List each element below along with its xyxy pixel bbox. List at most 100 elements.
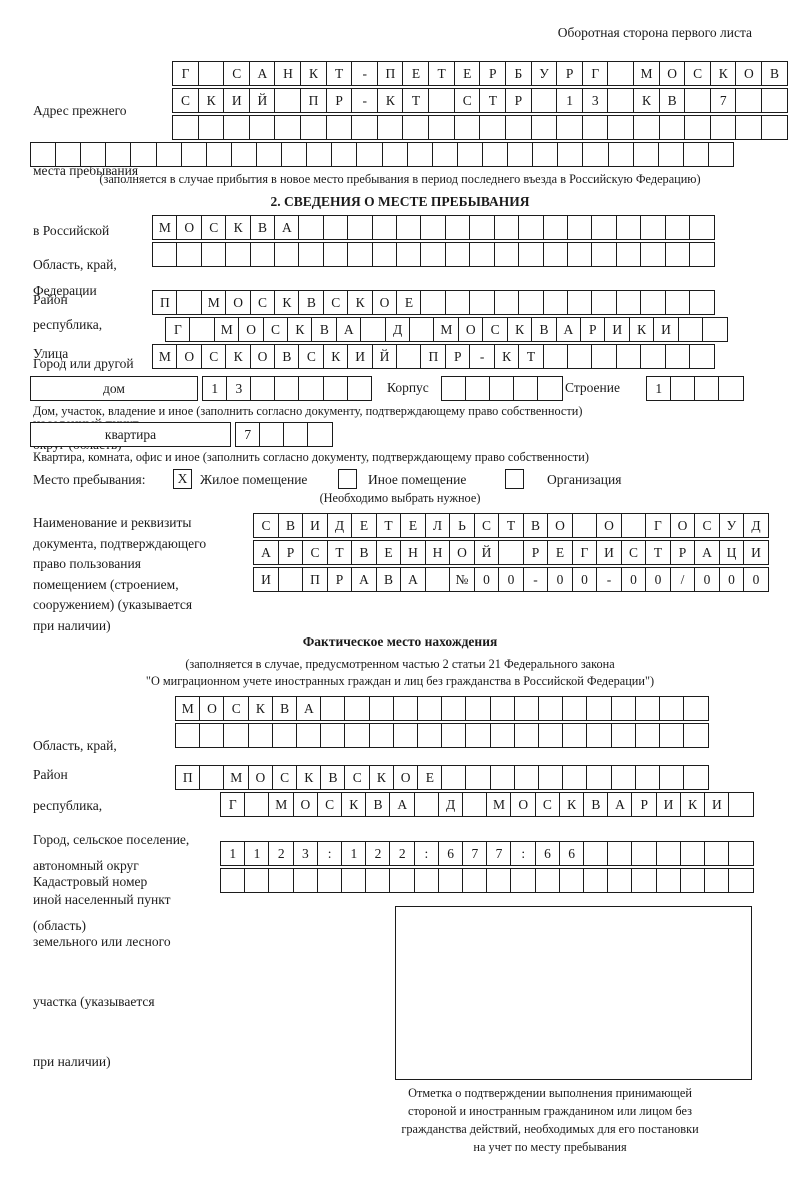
section2-street-row-1-cell[interactable] xyxy=(664,344,691,369)
prev-address-row-3-cell[interactable] xyxy=(581,115,609,140)
cadastre-row-2-cell[interactable] xyxy=(244,868,270,893)
flat-number-cell[interactable] xyxy=(259,422,285,447)
cadastre-row-1-cell[interactable]: 2 xyxy=(365,841,391,866)
section2-region-row-2-cell[interactable] xyxy=(298,242,325,267)
section2-city-row-1-cell[interactable] xyxy=(677,317,704,342)
prev-address-row-3-cell[interactable] xyxy=(556,115,584,140)
section2-city-row-1-cell[interactable]: С xyxy=(482,317,509,342)
section2-region-row-1-cell[interactable] xyxy=(566,215,593,240)
prev-address-row-1-cell[interactable]: Г xyxy=(581,61,609,86)
section2-street-row-1-cell[interactable] xyxy=(396,344,422,369)
cadastre-row-1-cell[interactable]: 6 xyxy=(437,841,464,866)
section2-street-row-1-cell[interactable] xyxy=(566,344,593,369)
section2-street-row-1-cell[interactable]: К xyxy=(225,344,252,369)
actual-region-row-2-cell[interactable] xyxy=(199,723,225,748)
document-row-2-cell[interactable]: С xyxy=(302,540,328,565)
actual-city-row-1-cell[interactable]: О xyxy=(292,792,319,817)
document-row-1-cell[interactable]: Д xyxy=(743,513,769,538)
prev-address-row-3-cell[interactable] xyxy=(504,115,532,140)
actual-region-row-2-cell[interactable] xyxy=(610,723,637,748)
section2-region-row-1-cell[interactable] xyxy=(298,215,325,240)
section2-district-row-1-cell[interactable]: К xyxy=(274,290,300,315)
prev-address-row-1-cell[interactable]: М xyxy=(632,61,660,86)
actual-region-row-1-cell[interactable]: К xyxy=(247,696,274,721)
cadastre-row-2-cell[interactable] xyxy=(437,868,464,893)
prev-address-row-1-cell[interactable] xyxy=(197,61,225,86)
actual-region-row-2-cell[interactable] xyxy=(659,723,685,748)
section2-region-row-2-cell[interactable] xyxy=(274,242,300,267)
actual-region-row-2-cell[interactable] xyxy=(586,723,613,748)
cadastre-row-1-cell[interactable]: 3 xyxy=(292,841,319,866)
actual-region-row-2-cell[interactable] xyxy=(417,723,443,748)
prev-address-row-4-cell[interactable] xyxy=(80,142,107,167)
prev-address-row-1-cell[interactable]: В xyxy=(761,61,789,86)
actual-city-row-1-cell[interactable]: И xyxy=(704,792,730,817)
actual-city-row-1-cell[interactable] xyxy=(244,792,270,817)
actual-region-row-2-cell[interactable] xyxy=(441,723,467,748)
prev-address-row-4-cell[interactable] xyxy=(481,142,509,167)
actual-district-row-1-cell[interactable]: Е xyxy=(417,765,443,790)
section2-district-row-1-cell[interactable] xyxy=(664,290,691,315)
section2-city-row-1-cell[interactable]: Г xyxy=(165,317,191,342)
section2-street-row-1-cell[interactable] xyxy=(688,344,715,369)
prev-address-row-4-cell[interactable] xyxy=(30,142,57,167)
document-row-2-cell[interactable]: Н xyxy=(424,540,451,565)
prev-address-row-3-cell[interactable] xyxy=(197,115,225,140)
section2-region-row-1-cell[interactable] xyxy=(591,215,618,240)
actual-region-row-1-cell[interactable] xyxy=(659,696,685,721)
house-number-cell[interactable] xyxy=(298,376,324,401)
document-row-1-cell[interactable]: В xyxy=(277,513,304,538)
actual-district-row-1-cell[interactable]: С xyxy=(344,765,371,790)
cadastre-row-1-cell[interactable] xyxy=(583,841,609,866)
actual-district-row-1-cell[interactable] xyxy=(659,765,685,790)
section2-region-row-2-cell[interactable] xyxy=(688,242,715,267)
document-row-1-cell[interactable]: О xyxy=(669,513,696,538)
section2-region-row-1-cell[interactable] xyxy=(322,215,349,240)
section2-district-row-1-cell[interactable]: М xyxy=(200,290,227,315)
actual-region-row-2-cell[interactable] xyxy=(634,723,661,748)
section2-region-row-2-cell[interactable] xyxy=(371,242,398,267)
prev-address-row-4-cell[interactable] xyxy=(532,142,559,167)
document-row-2-cell[interactable]: Й xyxy=(473,540,500,565)
stay-type-checkbox-other[interactable] xyxy=(338,469,357,489)
prev-address-row-2-cell[interactable]: 1 xyxy=(556,88,584,113)
actual-city-row-1-cell[interactable]: М xyxy=(268,792,294,817)
section2-city-row-1-cell[interactable]: Д xyxy=(384,317,411,342)
prev-address-row-2-cell[interactable]: Т xyxy=(402,88,430,113)
actual-region-row-1-cell[interactable] xyxy=(441,696,467,721)
document-row-2-cell[interactable]: А xyxy=(253,540,279,565)
actual-city-row-1-cell[interactable] xyxy=(413,792,440,817)
section2-region-row-2-cell[interactable] xyxy=(664,242,691,267)
prev-address-row-4-cell[interactable] xyxy=(406,142,434,167)
cadastre-row-1-cell[interactable]: 6 xyxy=(558,841,585,866)
korpus-number-cell[interactable] xyxy=(537,376,563,401)
actual-region-row-2-cell[interactable] xyxy=(223,723,249,748)
section2-city-row-1-cell[interactable]: К xyxy=(506,317,533,342)
section2-city-row-1-cell[interactable]: М xyxy=(213,317,240,342)
section2-street-row-1-cell[interactable]: Р xyxy=(444,344,471,369)
cadastre-row-1-cell[interactable]: 7 xyxy=(462,841,488,866)
section2-city-row-1-cell[interactable]: О xyxy=(238,317,265,342)
section2-city-row-1-cell[interactable]: О xyxy=(457,317,484,342)
section2-region-row-1-cell[interactable] xyxy=(518,215,544,240)
prev-address-row-4-cell[interactable] xyxy=(180,142,208,167)
prev-address-row-4-cell[interactable] xyxy=(632,142,660,167)
document-row-1-cell[interactable]: С xyxy=(253,513,279,538)
prev-address-row-2-cell[interactable] xyxy=(274,88,302,113)
section2-street-row-1-cell[interactable]: М xyxy=(152,344,178,369)
actual-region-row-2-cell[interactable] xyxy=(344,723,371,748)
section2-region-row-1-cell[interactable]: В xyxy=(249,215,276,240)
document-row-2-cell[interactable]: Р xyxy=(277,540,304,565)
cadastre-row-1-cell[interactable] xyxy=(728,841,754,866)
prev-address-row-1-cell[interactable]: О xyxy=(735,61,763,86)
actual-district-row-1-cell[interactable] xyxy=(465,765,492,790)
prev-address-row-3-cell[interactable] xyxy=(530,115,558,140)
section2-region-row-1-cell[interactable] xyxy=(542,215,569,240)
actual-city-row-1-cell[interactable]: С xyxy=(534,792,561,817)
actual-city-row-1-cell[interactable]: Д xyxy=(437,792,464,817)
prev-address-row-4-cell[interactable] xyxy=(55,142,82,167)
document-row-2-cell[interactable]: С xyxy=(620,540,647,565)
section2-street-row-1-cell[interactable]: С xyxy=(200,344,227,369)
cadastre-row-2-cell[interactable] xyxy=(510,868,537,893)
cadastre-row-2-cell[interactable] xyxy=(462,868,488,893)
